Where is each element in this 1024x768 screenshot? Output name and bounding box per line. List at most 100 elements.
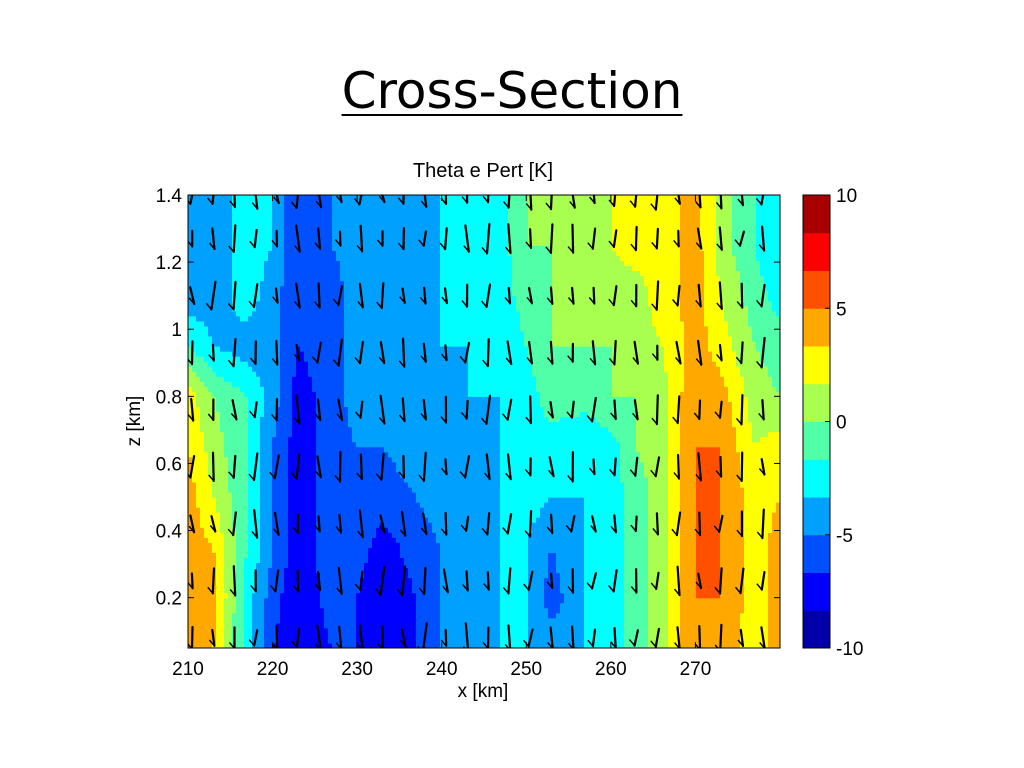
- contour-cell: [316, 532, 321, 538]
- contour-cell: [748, 572, 753, 579]
- contour-cell: [624, 547, 629, 553]
- contour-cell: [644, 597, 649, 604]
- contour-cell: [768, 632, 773, 639]
- contour-cell: [504, 552, 509, 558]
- contour-cell: [400, 612, 405, 619]
- contour-cell: [520, 527, 525, 533]
- contour-cell: [436, 562, 441, 569]
- contour-cell: [288, 642, 293, 648]
- contour-cell: [600, 476, 605, 483]
- contour-cell: [432, 537, 437, 543]
- contour-cell: [600, 491, 605, 498]
- contour-cell: [520, 507, 525, 513]
- contour-cell: [772, 486, 777, 493]
- contour-cell: [752, 532, 757, 538]
- contour-cell: [272, 577, 277, 584]
- contour-cell: [260, 557, 265, 564]
- contour-cell: [416, 537, 421, 543]
- contour-cell: [196, 537, 201, 543]
- contour-cell: [404, 622, 409, 629]
- contour-cell: [416, 527, 421, 533]
- contour-cell: [440, 512, 445, 518]
- contour-cell: [616, 491, 621, 498]
- contour-cell: [600, 542, 605, 548]
- contour-cell: [412, 577, 417, 584]
- contour-cell: [316, 512, 321, 518]
- contour-cell: [504, 632, 509, 639]
- contour-cell: [776, 622, 780, 629]
- contour-cell: [432, 497, 437, 503]
- contour-cell: [608, 577, 613, 584]
- contour-cell: [776, 497, 780, 503]
- contour-cell: [488, 486, 493, 493]
- contour-cell: [436, 527, 441, 533]
- contour-cell: [708, 592, 713, 599]
- contour-cell: [492, 532, 497, 538]
- contour-cell: [640, 557, 645, 564]
- contour-cell: [540, 577, 545, 584]
- contour-cell: [492, 637, 497, 644]
- contour-cell: [248, 587, 253, 594]
- contour-cell: [552, 527, 557, 533]
- contour-cell: [572, 577, 577, 584]
- contour-cell: [704, 592, 709, 599]
- contour-cell: [664, 567, 669, 574]
- contour-cell: [556, 537, 561, 543]
- contour-cell: [672, 557, 677, 564]
- contour-cell: [508, 527, 513, 533]
- contour-cell: [700, 552, 705, 558]
- contour-cell: [636, 497, 641, 503]
- contour-cell: [752, 547, 757, 553]
- contour-cell: [480, 517, 485, 523]
- contour-cell: [292, 542, 297, 548]
- contour-cell: [508, 557, 513, 564]
- contour-cell: [772, 622, 777, 629]
- contour-cell: [420, 602, 425, 609]
- contour-cell: [212, 607, 217, 614]
- contour-cell: [740, 557, 745, 564]
- contour-cell: [504, 527, 509, 533]
- contour-cell: [544, 502, 549, 508]
- contour-cell: [548, 552, 553, 558]
- contour-cell: [276, 537, 281, 543]
- contour-cell: [512, 582, 517, 589]
- contour-cell: [216, 617, 221, 624]
- contour-cell: [700, 481, 705, 488]
- contour-cell: [596, 491, 601, 498]
- contour-cell: [512, 597, 517, 604]
- contour-cell: [200, 617, 205, 624]
- contour-cell: [636, 512, 641, 518]
- contour-cell: [232, 617, 237, 624]
- contour-cell: [504, 572, 509, 579]
- contour-cell: [192, 476, 197, 483]
- contour-cell: [456, 627, 461, 634]
- contour-cell: [480, 497, 485, 503]
- contour-cell: [460, 627, 465, 634]
- contour-cell: [572, 637, 577, 644]
- contour-cell: [576, 557, 581, 564]
- contour-cell: [380, 512, 385, 518]
- contour-cell: [360, 627, 365, 634]
- contour-cell: [564, 491, 569, 498]
- contour-cell: [456, 522, 461, 528]
- contour-cell: [400, 491, 405, 498]
- contour-cell: [456, 491, 461, 498]
- contour-cell: [480, 502, 485, 508]
- contour-cell: [552, 512, 557, 518]
- contour-cell: [596, 567, 601, 574]
- contour-cell: [280, 622, 285, 629]
- contour-cell: [380, 602, 385, 609]
- contour-cell: [772, 491, 777, 498]
- contour-cell: [340, 577, 345, 584]
- contour-cell: [600, 642, 605, 648]
- contour-cell: [532, 527, 537, 533]
- contour-cell: [224, 486, 229, 493]
- contour-cell: [644, 481, 649, 488]
- contour-cell: [212, 587, 217, 594]
- contour-cell: [516, 547, 521, 553]
- contour-cell: [560, 617, 565, 624]
- contour-cell: [620, 572, 625, 579]
- contour-cell: [696, 522, 701, 528]
- contour-cell: [444, 557, 449, 564]
- contour-cell: [508, 542, 513, 548]
